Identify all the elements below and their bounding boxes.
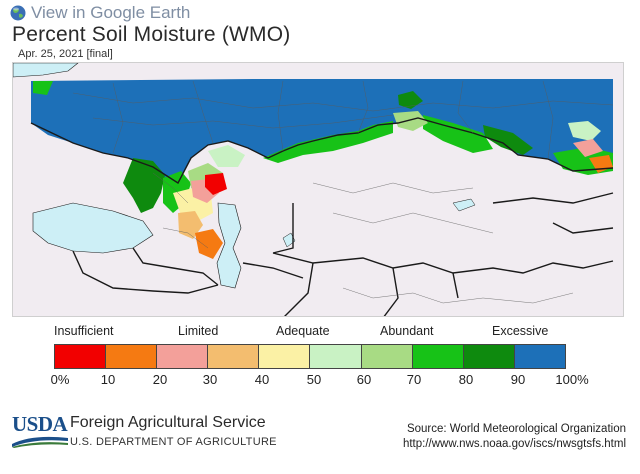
moisture-zone-60-70 — [393, 111, 428, 131]
legend-tick: 100% — [555, 372, 589, 387]
legend-swatch-60-70 — [361, 345, 413, 368]
legend-category-adequate: Adequate — [276, 324, 330, 338]
legend-swatch-0-10 — [55, 345, 107, 368]
legend-swatch-10-20 — [106, 345, 158, 368]
moisture-zone-20-30 — [573, 139, 603, 157]
legend-tick: 80 — [458, 372, 474, 387]
legend-swatch-40-50 — [259, 345, 311, 368]
legend-category-abundant: Abundant — [380, 324, 434, 338]
map-date: Apr. 25, 2021 [final] — [18, 48, 113, 60]
usda-branding: USDA Foreign Agricultural Service U.S. D… — [12, 412, 282, 452]
lake — [452, 198, 476, 212]
source-credit: Source: World Meteorological Organizatio… — [403, 422, 626, 452]
source-line: Source: World Meteorological Organizatio… — [406, 423, 626, 435]
moisture-zone-70-80 — [33, 81, 53, 95]
legend-swatch-20-30 — [157, 345, 209, 368]
legend-category-insufficient: Insufficient — [54, 324, 114, 338]
agency-name: Foreign Agricultural Service — [70, 414, 266, 431]
moisture-zone-50-60 — [568, 121, 601, 141]
legend-category-labels: Insufficient Limited Adequate Abundant E… — [0, 324, 640, 340]
moisture-zone-0-10 — [205, 173, 227, 195]
legend-swatch-50-60 — [310, 345, 362, 368]
legend-category-limited: Limited — [178, 324, 219, 338]
legend-tick: 30 — [202, 372, 218, 387]
source-url[interactable]: http://www.nws.noaa.gov/iscs/nwsgtsfs.ht… — [402, 438, 626, 450]
legend-tick-labels: 0% 10 20 30 40 50 60 70 80 90 100% — [0, 372, 640, 388]
usda-swoosh-icon — [12, 436, 68, 448]
map-svg — [13, 63, 623, 316]
moisture-zone-50-60 — [208, 145, 245, 167]
legend-swatch-90-100 — [514, 345, 565, 368]
usda-logo: USDA — [12, 412, 68, 436]
moisture-zone-80-90 — [123, 158, 165, 213]
moisture-zone-80-90 — [483, 125, 533, 155]
view-in-google-earth-link[interactable]: View in Google Earth — [10, 3, 190, 23]
legend-tick: 20 — [152, 372, 168, 387]
legend-color-bar — [54, 344, 566, 369]
legend-category-excessive: Excessive — [492, 324, 549, 338]
moisture-zone-10-20 — [195, 229, 223, 259]
department-name: U.S. DEPARTMENT OF AGRICULTURE — [70, 436, 277, 448]
moisture-zone-excessive — [31, 79, 613, 183]
legend-swatch-70-80 — [412, 345, 464, 368]
legend-tick: 70 — [406, 372, 422, 387]
legend-tick: 90 — [510, 372, 526, 387]
legend-tick: 10 — [100, 372, 116, 387]
soil-moisture-map[interactable] — [12, 62, 624, 317]
legend-tick: 50 — [306, 372, 322, 387]
map-title: Percent Soil Moisture (WMO) — [12, 23, 291, 46]
country-borders — [30, 117, 614, 316]
legend-tick: 60 — [356, 372, 372, 387]
legend-swatch-30-40 — [208, 345, 260, 368]
legend-tick: 40 — [254, 372, 270, 387]
legend-swatch-80-90 — [463, 345, 515, 368]
google-earth-link-label[interactable]: View in Google Earth — [31, 3, 191, 22]
legend-tick: 0% — [50, 372, 70, 387]
admin-borders — [72, 80, 614, 304]
lake — [282, 232, 296, 248]
caspian-sea — [216, 202, 242, 289]
moisture-zone-30-40 — [178, 211, 203, 239]
moisture-zone-80-90 — [398, 91, 423, 109]
water-gulf — [13, 63, 79, 78]
globe-icon — [10, 5, 26, 21]
